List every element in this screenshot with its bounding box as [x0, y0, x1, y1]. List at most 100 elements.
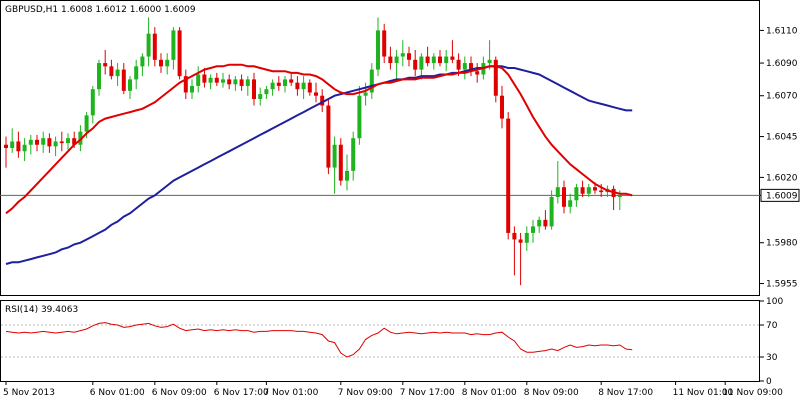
candle-body	[462, 63, 467, 70]
candle	[307, 79, 312, 96]
candle-body	[35, 139, 39, 145]
candle-body	[332, 144, 337, 168]
candle-body	[469, 63, 473, 72]
candle-body	[72, 138, 77, 145]
time-axis-label: 8 Nov 17:00	[598, 388, 653, 398]
candle-body	[264, 89, 269, 95]
time-axis-label: 11 Nov 09:00	[722, 388, 783, 398]
candle-body	[276, 82, 281, 86]
candle-body	[555, 187, 560, 197]
candle	[388, 46, 393, 70]
candle	[376, 17, 380, 77]
candle	[555, 161, 560, 204]
candle	[400, 40, 405, 67]
candle	[227, 74, 232, 90]
candle	[537, 216, 542, 233]
candle-body	[487, 59, 492, 64]
rsi-axis-label: 70	[766, 321, 778, 331]
candle	[177, 27, 182, 80]
candle-body	[345, 170, 349, 181]
candle-body	[177, 30, 182, 77]
candle-body	[165, 59, 170, 67]
candle	[357, 85, 362, 145]
candle	[326, 99, 331, 175]
candle	[524, 226, 529, 251]
time-axis-label: 8 Nov 09:00	[524, 388, 579, 398]
candle	[549, 190, 554, 230]
time-axis: 5 Nov 2013 6 Nov 01:00 6 Nov 09:00 6 Nov 17…	[3, 381, 783, 398]
candle	[146, 17, 151, 67]
candle	[512, 226, 517, 276]
candle-body	[524, 232, 529, 243]
candle-body	[307, 82, 312, 93]
candle	[264, 85, 269, 99]
candle	[190, 79, 194, 99]
candle-body	[617, 195, 622, 197]
candle-body	[574, 187, 579, 201]
rsi-axis: 100 70 30 0	[760, 297, 783, 387]
time-axis-label: 7 Nov 17:00	[400, 388, 455, 398]
candle-body	[16, 141, 21, 152]
candle	[369, 63, 374, 99]
fast-moving-average-line	[5, 63, 633, 215]
candle-body	[283, 79, 287, 86]
candle-body	[221, 79, 225, 83]
candle-body	[183, 76, 188, 93]
candle	[332, 136, 337, 194]
candle	[233, 76, 238, 91]
candle-body	[245, 79, 250, 86]
candle-body	[425, 56, 430, 64]
candle-body	[159, 59, 163, 67]
candle-body	[97, 63, 101, 90]
candle-body	[382, 30, 387, 57]
candle-body	[593, 187, 597, 191]
candle	[531, 219, 535, 243]
rsi-levels	[1, 324, 760, 358]
price-axis: 1.6110 1.6090 1.6070 1.6045 1.6020 1.6009 1.59…	[760, 26, 800, 290]
price-axis-label: 1.6110	[766, 26, 798, 36]
candle	[16, 131, 21, 158]
rsi-axis-label: 30	[766, 353, 778, 363]
candle-body	[407, 53, 411, 60]
candle-body	[128, 79, 132, 91]
candle-body	[320, 95, 325, 106]
candle-body	[314, 92, 318, 96]
candle-body	[59, 141, 64, 144]
candle	[47, 133, 52, 153]
candle-body	[438, 56, 442, 64]
candle-body	[580, 187, 585, 194]
candles	[4, 17, 622, 286]
candle	[487, 40, 492, 70]
candle-body	[493, 59, 498, 96]
candle-body	[214, 77, 219, 83]
candle	[314, 82, 318, 103]
candle-body	[543, 219, 548, 227]
candle	[252, 72, 256, 106]
candle-body	[450, 56, 455, 60]
candle	[425, 46, 430, 67]
candle	[109, 59, 114, 80]
current-price-marker	[760, 188, 800, 202]
candle	[568, 193, 573, 214]
rsi-line	[5, 322, 633, 358]
time-axis-label: 8 Nov 01:00	[462, 388, 517, 398]
candle	[221, 72, 225, 88]
candle-body	[53, 141, 58, 147]
candle-body	[10, 141, 15, 148]
candle	[66, 133, 70, 150]
candle-body	[121, 69, 126, 91]
candle	[289, 72, 294, 86]
candle-body	[4, 144, 8, 148]
candle-body	[394, 56, 399, 64]
candle-body	[531, 226, 535, 233]
candle-body	[475, 71, 480, 75]
candle-body	[41, 138, 46, 145]
candle	[475, 63, 480, 83]
candle	[574, 183, 579, 207]
candle	[444, 50, 449, 72]
time-axis-label: 11 Nov 01:00	[673, 388, 734, 398]
rsi-panel-frame	[0, 300, 760, 382]
candle	[214, 72, 219, 86]
candle-body	[376, 30, 380, 70]
